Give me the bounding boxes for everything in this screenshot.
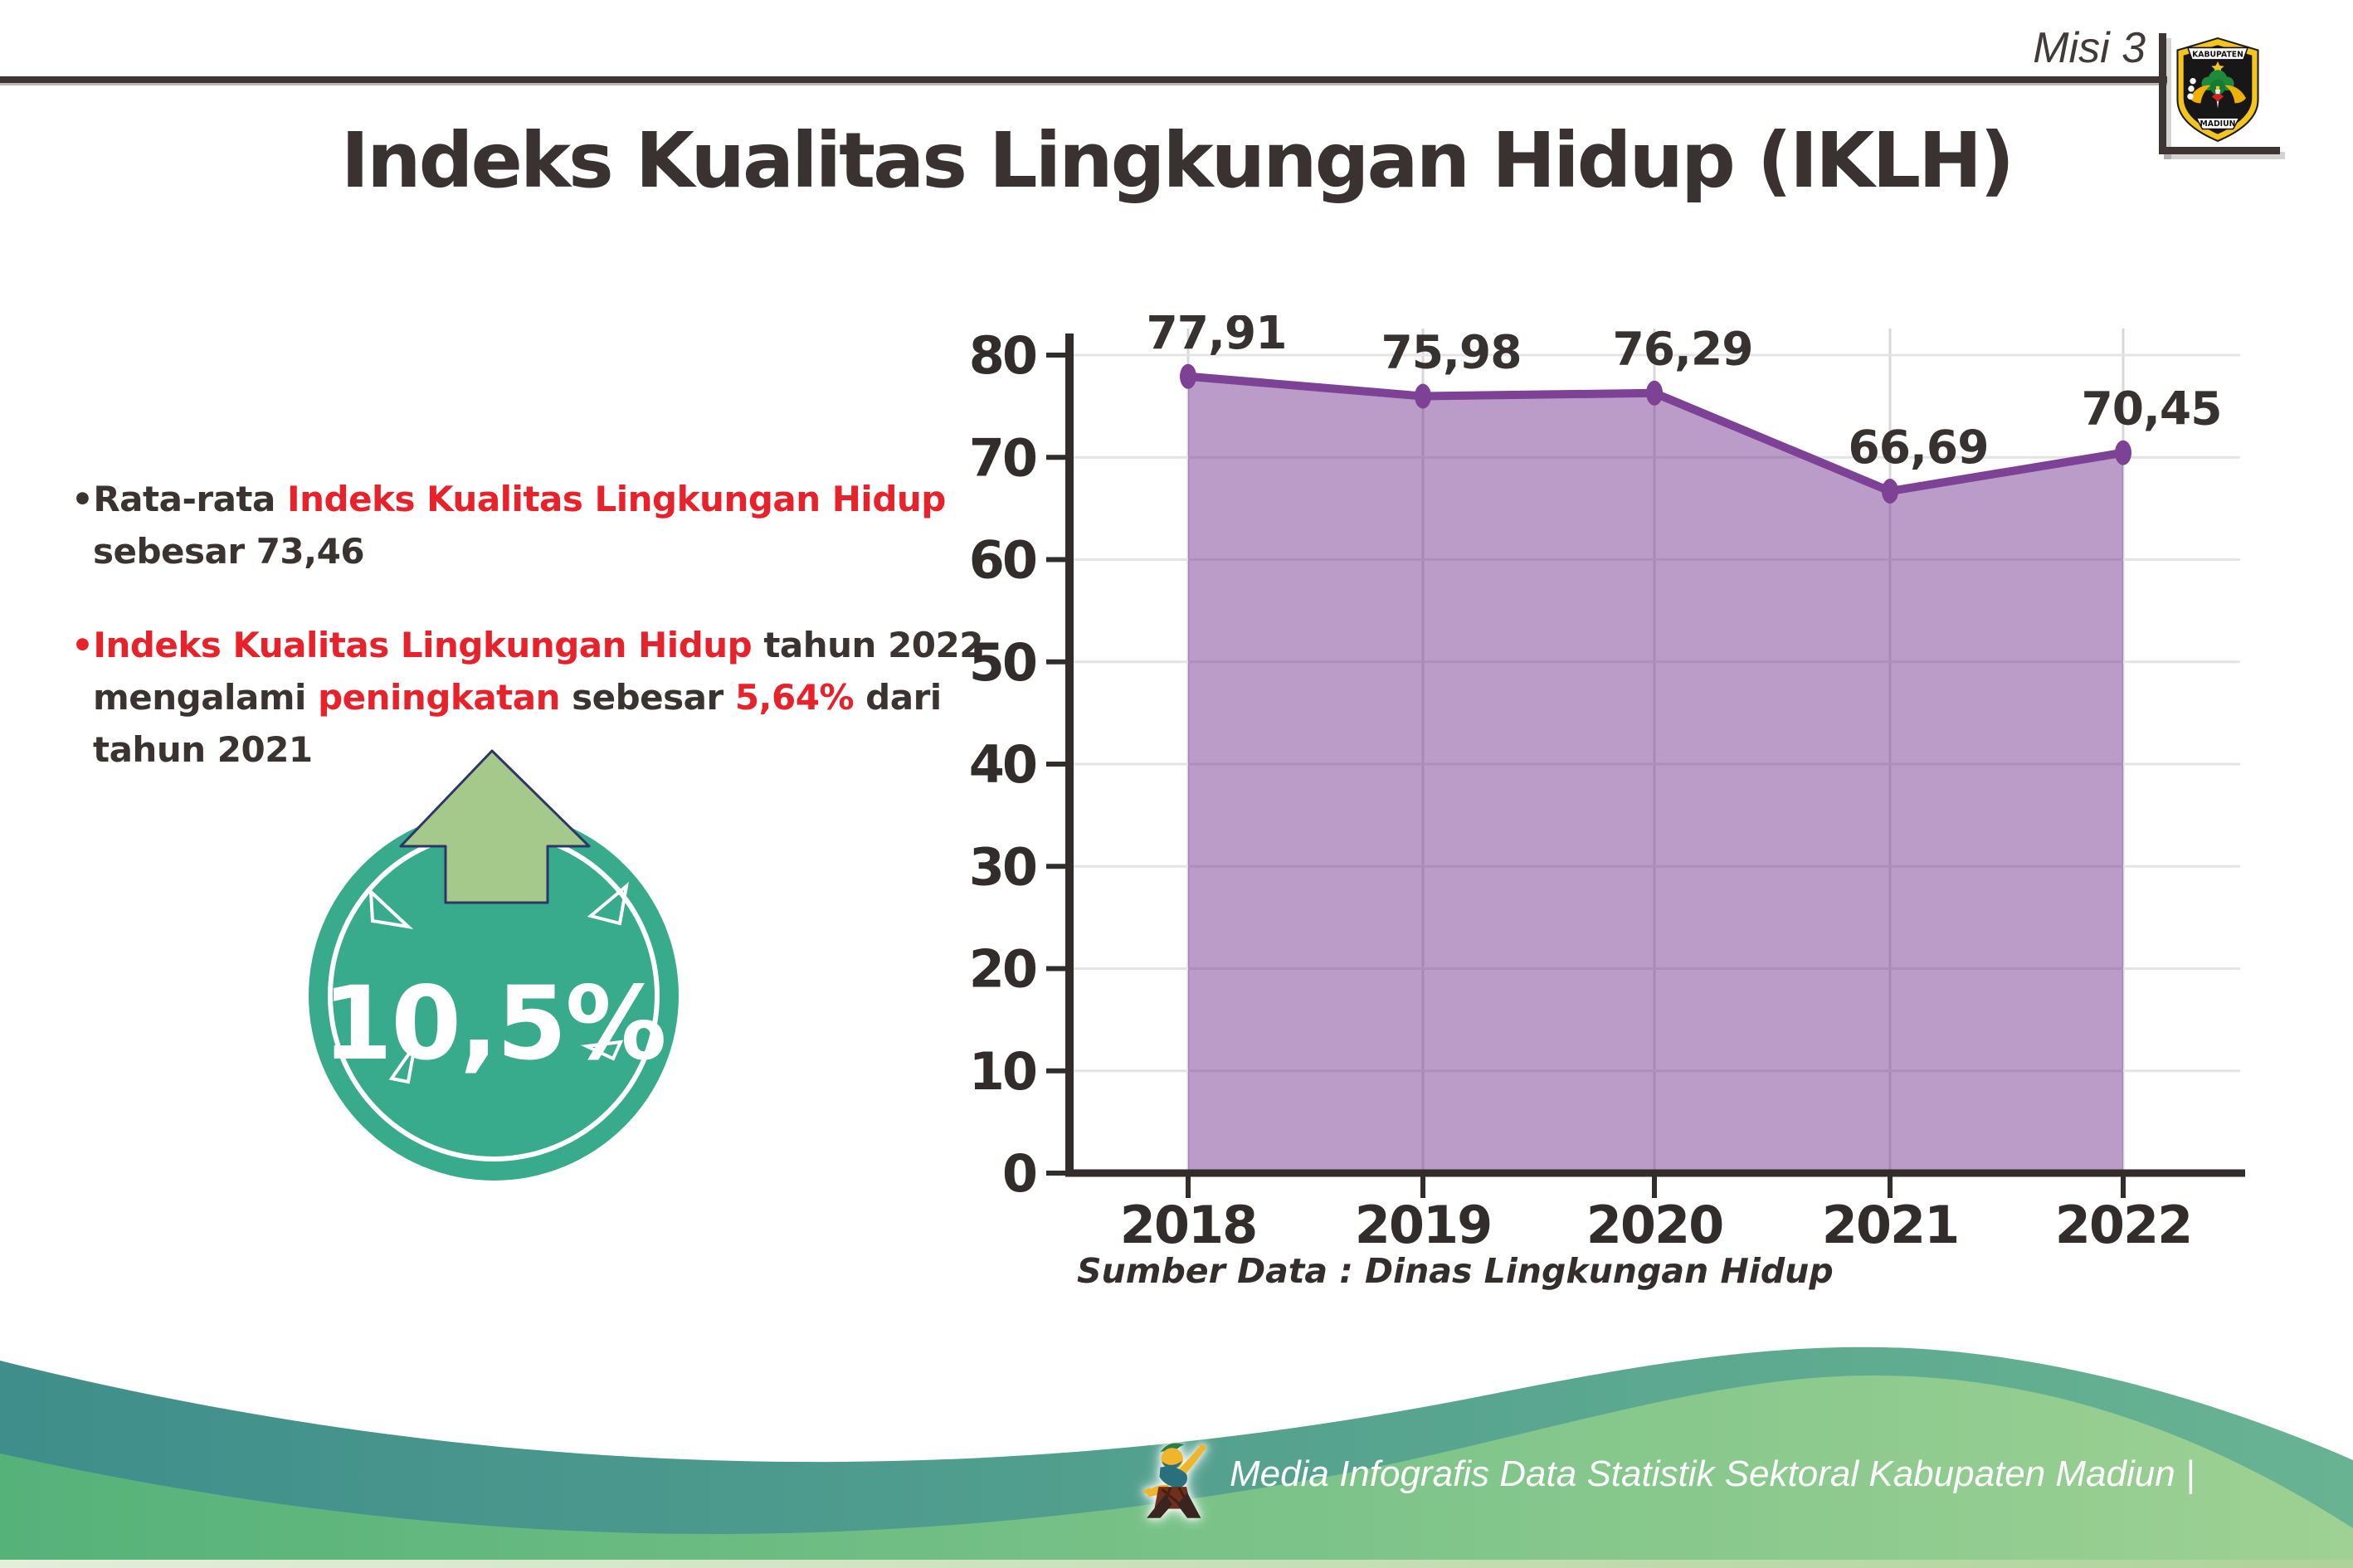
y-tick-label: 80 bbox=[969, 325, 1036, 386]
page-title: Indeks Kualitas Lingkungan Hidup (IKLH) bbox=[340, 116, 2014, 205]
data-point-marker bbox=[2115, 440, 2131, 465]
bullet-text-segment: sebesar 73,46 bbox=[93, 531, 365, 572]
bullet-text-segment: sebesar bbox=[559, 677, 735, 718]
data-point-marker bbox=[1882, 479, 1898, 504]
bullet-text-segment: Indeks Kualitas Lingkungan Hidup bbox=[286, 479, 946, 519]
data-labels: 77,91 75,98 76,29 66,69 70,45 bbox=[1147, 315, 2223, 474]
bullet-list: •Rata-rata Indeks Kualitas Lingkungan Hi… bbox=[71, 473, 1050, 817]
bullet-text-segment: mengalami bbox=[93, 677, 319, 718]
y-tick-label: 70 bbox=[969, 427, 1036, 488]
data-point-label: 76,29 bbox=[1613, 323, 1753, 376]
bullet-item-average: •Rata-rata Indeks Kualitas Lingkungan Hi… bbox=[71, 473, 1050, 577]
footer-credit: Media Infografis Data Statistik Sektoral… bbox=[1230, 1454, 2195, 1494]
badge-sparkle-accents bbox=[368, 881, 629, 1084]
bullet-item-increase: •Indeks Kualitas Lingkungan Hidup tahun … bbox=[71, 619, 1050, 776]
statistics-mascot-icon bbox=[1142, 1443, 1208, 1518]
x-tick-label: 2021 bbox=[1822, 1195, 1959, 1255]
x-tick-label: 2018 bbox=[1120, 1195, 1257, 1255]
y-tick-label: 50 bbox=[969, 632, 1036, 693]
badge-circle bbox=[309, 811, 679, 1181]
up-arrow-icon bbox=[399, 749, 591, 904]
data-point-marker bbox=[1415, 383, 1431, 409]
logo-bottom-banner-text: MADIUN bbox=[2200, 119, 2236, 129]
area-series bbox=[1180, 363, 2131, 1171]
y-tick-label: 30 bbox=[969, 836, 1036, 897]
y-tick-label: 60 bbox=[969, 530, 1036, 591]
increase-badge: 10,5% bbox=[309, 749, 679, 1181]
x-tick-label: 2022 bbox=[2055, 1195, 2192, 1255]
bullet-text-segment: 5,64% bbox=[734, 677, 855, 718]
misi-label: Misi 3 bbox=[2033, 24, 2146, 72]
x-tick-label: 2019 bbox=[1355, 1195, 1492, 1255]
bullet-text-segment: •Rata-rata bbox=[71, 479, 287, 519]
area-fill bbox=[1188, 376, 2123, 1171]
data-point-label: 70,45 bbox=[2082, 382, 2222, 436]
bullet-text-segment: •Indeks Kualitas Lingkungan Hidup bbox=[71, 625, 753, 665]
data-point-marker bbox=[1646, 380, 1663, 406]
bullet-text-segment: tahun 2021 bbox=[93, 729, 313, 770]
logo-bracket-horizontal bbox=[2159, 147, 2280, 154]
badge-value: 10,5% bbox=[322, 965, 665, 1083]
data-point-marker bbox=[1180, 363, 1196, 389]
bullet-text-segment: dari bbox=[854, 677, 942, 718]
logo-top-banner-text: KABUPATEN bbox=[2192, 50, 2243, 59]
y-tick-label: 40 bbox=[969, 734, 1036, 795]
header-divider bbox=[0, 76, 2167, 85]
logo-bracket-vertical bbox=[2159, 33, 2166, 154]
chart-axes: 0 10 20 30 40 50 60 70 80 2018 2019 2020 2021 2022 bbox=[969, 325, 2245, 1255]
bullet-text-segment: peningkatan bbox=[318, 677, 560, 718]
data-point-label: 77,91 bbox=[1147, 315, 1287, 359]
data-point-label: 75,98 bbox=[1381, 326, 1522, 379]
data-point-label: 66,69 bbox=[1849, 421, 1989, 474]
kabupaten-madiun-logo-icon: KABUPATEN MADIUN bbox=[2176, 37, 2259, 143]
iklh-area-chart: 0 10 20 30 40 50 60 70 80 2018 2019 2020 2021 2022 77,… bbox=[969, 315, 2245, 1255]
chart-source: Sumber Data : Dinas Lingkungan Hidup bbox=[1077, 1251, 1834, 1291]
y-tick-label: 20 bbox=[969, 939, 1036, 1000]
bullet-text-segment: tahun 2022 bbox=[752, 625, 983, 665]
y-tick-label: 10 bbox=[969, 1041, 1036, 1102]
x-tick-label: 2020 bbox=[1586, 1195, 1723, 1255]
y-tick-label: 0 bbox=[1002, 1143, 1036, 1204]
